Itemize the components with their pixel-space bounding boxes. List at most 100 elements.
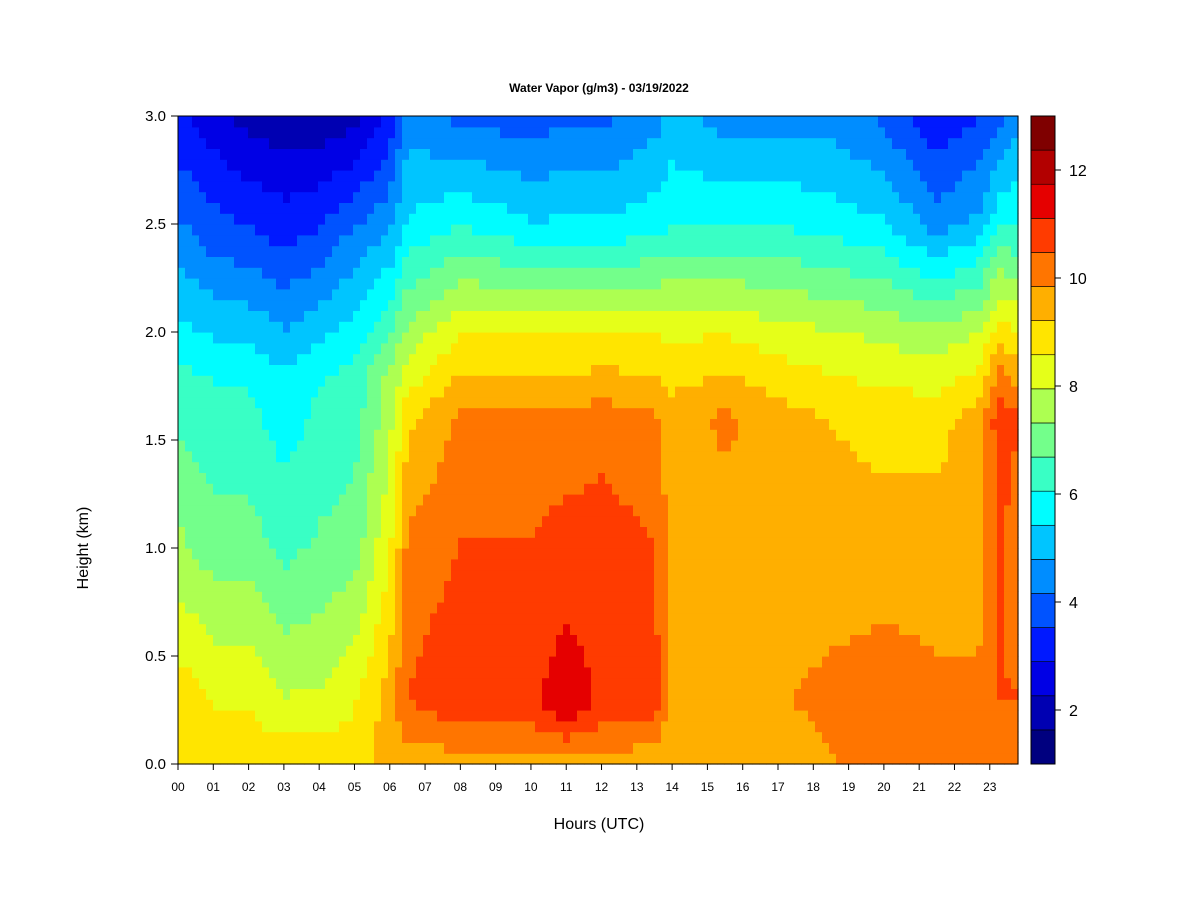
heatmap-cell <box>430 731 438 743</box>
heatmap-cell <box>416 418 424 430</box>
heatmap-cell <box>633 396 641 409</box>
heatmap-cell <box>682 299 690 311</box>
heatmap-cell <box>703 353 711 365</box>
heatmap-cell <box>248 461 256 473</box>
heatmap-cell <box>269 137 277 149</box>
heatmap-cell <box>248 213 256 225</box>
heatmap-cell <box>745 429 753 441</box>
heatmap-cell <box>451 116 459 128</box>
heatmap-cell <box>479 191 487 203</box>
heatmap-cell <box>472 450 480 463</box>
heatmap-cell <box>738 310 746 322</box>
heatmap-cell <box>416 548 424 560</box>
heatmap-cell <box>220 526 228 538</box>
heatmap-cell <box>437 116 445 128</box>
heatmap-cell <box>717 364 725 376</box>
heatmap-cell <box>563 407 571 419</box>
heatmap-cell <box>318 310 326 322</box>
heatmap-cell <box>290 677 298 689</box>
heatmap-cell <box>542 580 550 592</box>
heatmap-cell <box>486 159 494 171</box>
heatmap-cell <box>409 429 417 441</box>
heatmap-cell <box>283 299 291 311</box>
heatmap-cell <box>269 126 277 139</box>
heatmap-cell <box>745 180 753 193</box>
heatmap-cell <box>514 591 522 603</box>
heatmap-cell <box>689 591 697 603</box>
heatmap-cell <box>199 429 207 441</box>
heatmap-cell <box>234 753 242 765</box>
heatmap-cell <box>262 558 270 571</box>
heatmap-cell <box>262 137 270 149</box>
heatmap-cell <box>318 526 326 538</box>
heatmap-cell <box>675 353 683 365</box>
heatmap-cell <box>269 234 277 247</box>
heatmap-cell <box>241 321 249 333</box>
heatmap-cell <box>661 364 669 376</box>
heatmap-cell <box>206 180 214 193</box>
heatmap-cell <box>346 720 354 733</box>
heatmap-cell <box>591 504 599 517</box>
heatmap-cell <box>367 116 375 128</box>
heatmap-cell <box>185 602 193 614</box>
heatmap-cell <box>640 396 648 409</box>
heatmap-cell <box>745 116 753 128</box>
heatmap-cell <box>724 278 732 290</box>
heatmap-cell <box>374 656 382 668</box>
heatmap-cell <box>346 666 354 679</box>
heatmap-cell <box>472 699 480 711</box>
heatmap-cell <box>192 591 200 603</box>
heatmap-cell <box>185 688 193 700</box>
heatmap-cell <box>570 278 578 290</box>
heatmap-cell <box>367 418 375 430</box>
heatmap-cell <box>409 256 417 268</box>
heatmap-cell <box>556 612 564 625</box>
heatmap-cell <box>710 537 718 549</box>
heatmap-cell <box>395 191 403 203</box>
heatmap-cell <box>689 731 697 743</box>
heatmap-cell <box>346 332 354 344</box>
heatmap-cell <box>472 429 480 441</box>
heatmap-cell <box>696 504 704 517</box>
heatmap-cell <box>661 213 669 225</box>
heatmap-cell <box>367 677 375 689</box>
heatmap-cell <box>297 375 305 387</box>
heatmap-cell <box>206 548 214 560</box>
heatmap-cell <box>521 569 529 581</box>
heatmap-cell <box>647 720 655 733</box>
heatmap-cell <box>206 191 214 203</box>
heatmap-cell <box>437 245 445 257</box>
heatmap-cell <box>528 483 536 495</box>
heatmap-cell <box>689 386 697 398</box>
heatmap-cell <box>269 180 277 193</box>
heatmap-cell <box>297 126 305 139</box>
heatmap-cell <box>269 224 277 236</box>
heatmap-cell <box>367 332 375 344</box>
heatmap-cell <box>563 375 571 387</box>
heatmap-cell <box>220 569 228 581</box>
heatmap-cell <box>570 170 578 182</box>
heatmap-cell <box>605 558 613 571</box>
heatmap-cell <box>234 591 242 603</box>
heatmap-cell <box>542 407 550 419</box>
heatmap-cell <box>535 742 543 754</box>
heatmap-cell <box>423 656 431 668</box>
heatmap-cell <box>745 688 753 700</box>
heatmap-cell <box>283 407 291 419</box>
heatmap-cell <box>234 602 242 614</box>
heatmap-cell <box>724 299 732 311</box>
heatmap-cell <box>619 224 627 236</box>
heatmap-cell <box>318 720 326 733</box>
heatmap-cell <box>647 429 655 441</box>
heatmap-cell <box>542 515 550 527</box>
heatmap-cell <box>647 731 655 743</box>
heatmap-cell <box>248 126 256 139</box>
heatmap-cell <box>682 332 690 344</box>
heatmap-cell <box>745 461 753 473</box>
heatmap-cell <box>248 396 256 409</box>
heatmap-cell <box>241 396 249 409</box>
heatmap-cell <box>465 224 473 236</box>
heatmap-cell <box>731 461 739 473</box>
heatmap-cell <box>542 396 550 409</box>
heatmap-cell <box>696 634 704 646</box>
